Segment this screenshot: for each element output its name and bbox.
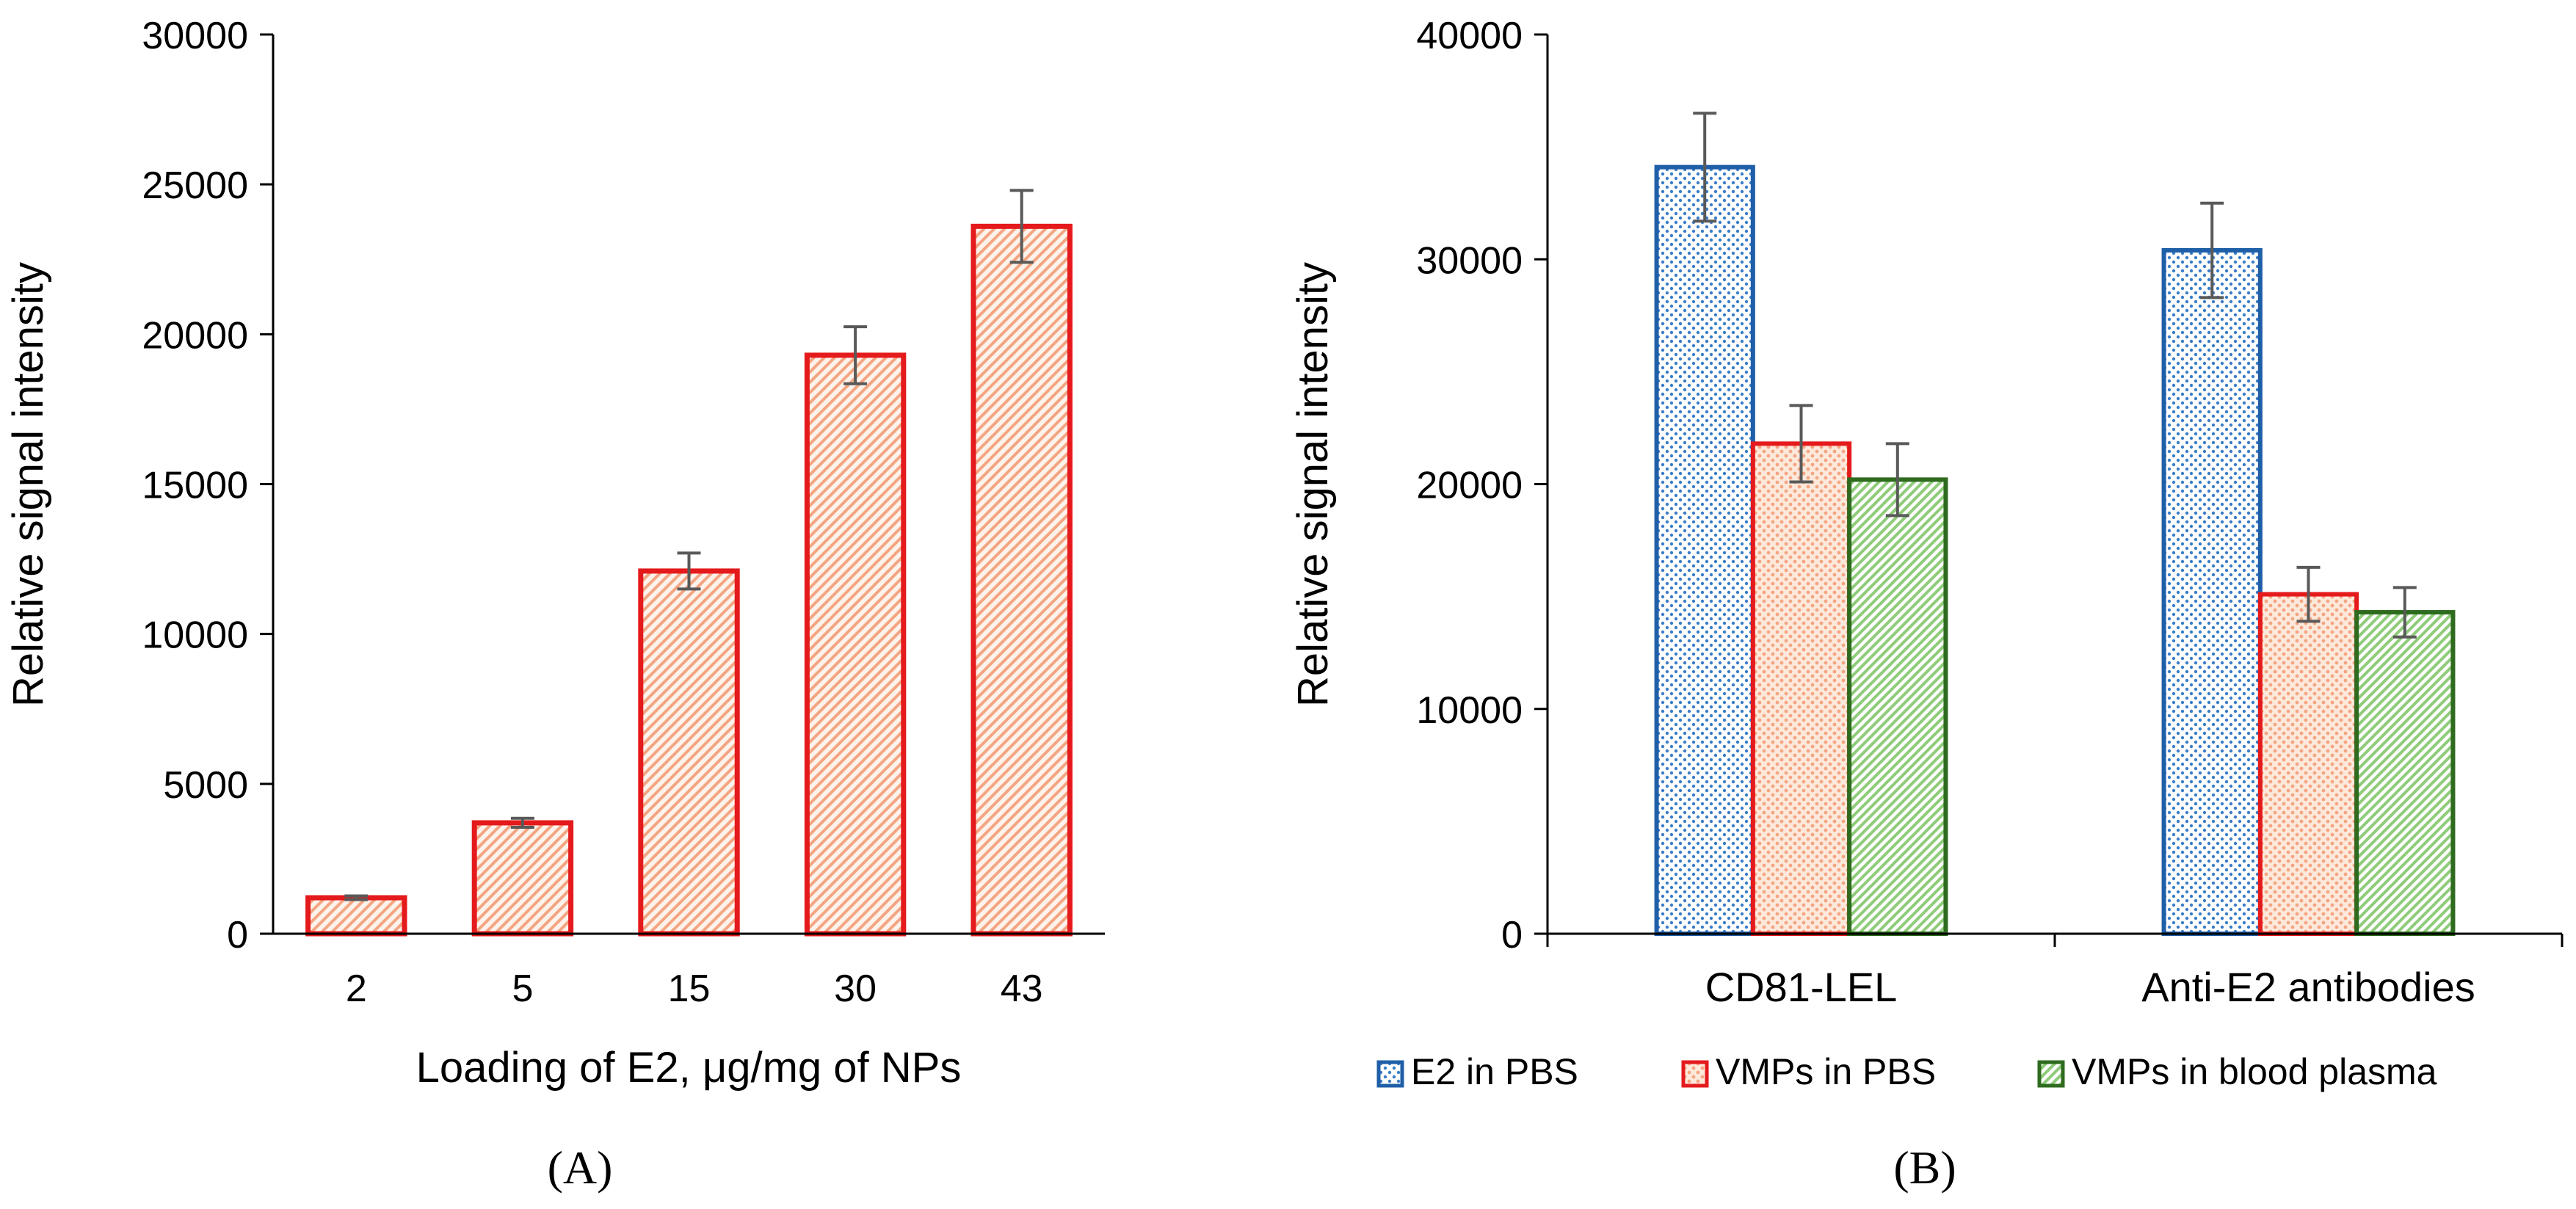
- panel-b-axes: [1534, 33, 2564, 947]
- panel-a-error-bar: [344, 894, 369, 901]
- panel-a-y-tick-label: 10000: [142, 614, 248, 657]
- panel-b-bar: [1847, 477, 1948, 936]
- panel-a-error-bar: [677, 551, 701, 591]
- panel-b-bar: [2161, 248, 2263, 936]
- panel-a-x-tick-label: 43: [1001, 967, 1043, 1010]
- panel-a-y-tick-label: 25000: [142, 164, 248, 207]
- legend-label: VMPs in PBS: [1716, 1051, 1936, 1092]
- panel-b-error-bars: [1693, 112, 2417, 639]
- panel-b-error-bar: [2392, 586, 2417, 639]
- panel-a-x-tick-label: 15: [668, 967, 711, 1010]
- panel-a-x-axis-label: Loading of E2, μg/mg of NPs: [416, 1044, 962, 1092]
- panel-b-bar: [2257, 592, 2359, 936]
- panel-b-error-bar: [1885, 442, 1909, 518]
- panel-a-y-tick-label: 30000: [142, 15, 248, 57]
- legend-swatch: [2037, 1060, 2065, 1088]
- legend-swatch: [1681, 1060, 1709, 1088]
- legend-swatch: [1376, 1060, 1404, 1088]
- legend-item: VMPs in PBS: [1681, 1051, 1936, 1092]
- panel-b-y-tick-label: 40000: [1416, 15, 1523, 57]
- panel-a-x-tick-label: 30: [834, 967, 877, 1010]
- panel-a-y-tick-label: 15000: [142, 465, 248, 507]
- panel-b-x-tick-labels: CD81-LEL Anti-E2 antibodies: [1705, 964, 2475, 1010]
- panel-a-error-bar: [843, 325, 868, 385]
- panel-a-error-bars: [344, 189, 1034, 901]
- panel-b-y-tick-label: 0: [1501, 914, 1523, 956]
- panel-a-bar: [804, 352, 907, 937]
- panel-a-label: (A): [548, 1141, 613, 1194]
- panel-a-y-tick-label: 20000: [142, 314, 248, 357]
- panel-b-chart: 0 10000 20000 30000 40000 CD81-LEL Anti-E2 an…: [1289, 15, 2564, 1194]
- panel-b-y-axis-label: Relative signal intensity: [1289, 262, 1337, 707]
- panel-b-bars: [1654, 164, 2456, 936]
- panel-a-y-tick-labels: 0 5000 10000 15000 20000 25000 30000: [142, 15, 248, 956]
- panel-b-bar: [2354, 610, 2456, 936]
- panel-a-bar: [638, 568, 740, 937]
- panel-b-x-tick-label: CD81-LEL: [1705, 964, 1897, 1010]
- legend-item: VMPs in blood plasma: [2037, 1051, 2437, 1092]
- panel-b-y-tick-labels: 0 10000 20000 30000 40000: [1416, 15, 1523, 956]
- panel-a-y-axis-label: Relative signal intensity: [4, 262, 52, 707]
- panel-a-error-bar: [510, 816, 534, 829]
- panel-a-x-tick-label: 2: [346, 967, 367, 1010]
- panel-a-error-bar: [1009, 189, 1034, 264]
- legend-label: E2 in PBS: [1411, 1051, 1578, 1092]
- panel-b-y-tick-label: 20000: [1416, 465, 1523, 507]
- panel-b-label: (B): [1893, 1141, 1956, 1194]
- panel-a-bar: [471, 820, 574, 937]
- panel-b-error-bar: [1789, 404, 1813, 484]
- panel-b-error-bar: [2200, 201, 2224, 299]
- panel-b-y-tick-label: 30000: [1416, 239, 1523, 282]
- panel-b-bar: [1750, 441, 1852, 936]
- panel-a-axes: [260, 33, 1105, 935]
- legend-item: E2 in PBS: [1376, 1051, 1578, 1092]
- panel-b-y-tick-label: 10000: [1416, 689, 1523, 732]
- panel-a-y-tick-label: 5000: [163, 764, 248, 807]
- legend-label: VMPs in blood plasma: [2072, 1051, 2437, 1092]
- panel-b-error-bar: [1693, 112, 1717, 223]
- panel-a-bar: [305, 895, 407, 937]
- panel-b-x-tick-label: Anti-E2 antibodies: [2141, 964, 2475, 1010]
- panel-b-legend: E2 in PBS VMPs in PBS VMPs in blood plasma: [1376, 1051, 2437, 1092]
- panel-a-y-tick-label: 0: [227, 914, 248, 956]
- panel-a-x-tick-labels: 2 5 15 30 43: [346, 967, 1043, 1010]
- panel-b-bar: [1654, 164, 1755, 936]
- panel-b-error-bar: [2296, 565, 2321, 623]
- panel-a-x-tick-label: 5: [512, 967, 533, 1010]
- panel-a-bar: [970, 223, 1073, 937]
